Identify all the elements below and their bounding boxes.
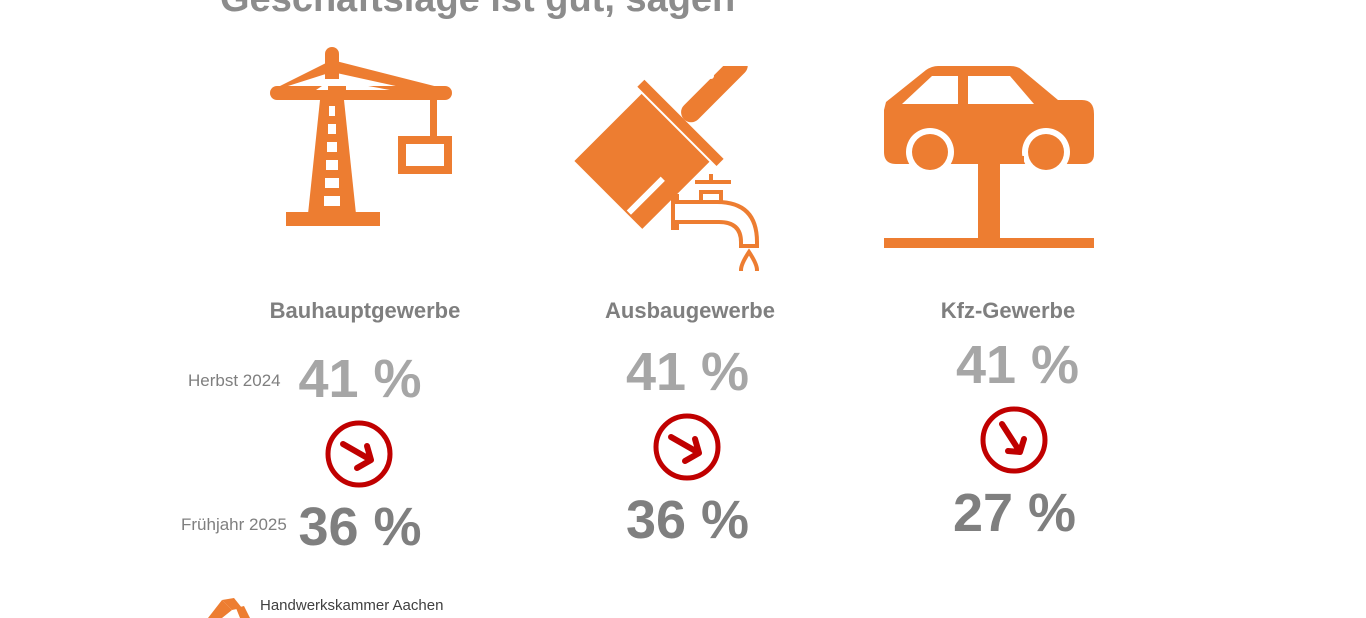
trend-down-icon xyxy=(653,413,721,481)
value-after-bauhaupt: 36 % xyxy=(298,497,422,557)
car-lift-icon xyxy=(884,66,1094,248)
crane-icon xyxy=(270,47,452,226)
trend-down-icon xyxy=(325,420,393,488)
page-title: Geschäftslage ist gut, sagen xyxy=(220,0,735,21)
sector-heading-kfz: Kfz-Gewerbe xyxy=(940,298,1076,323)
value-before-kfz: 41 % xyxy=(955,335,1080,395)
period-label-after: Frühjahr 2025 xyxy=(181,515,287,534)
value-after-ausbau: 36 % xyxy=(625,490,750,550)
sector-heading-bauhaupt: Bauhauptgewerbe xyxy=(269,298,461,323)
value-after-kfz: 27 % xyxy=(952,483,1077,543)
hwk-logo: Handwerkskammer Aachen xyxy=(208,596,443,618)
paintbrush-faucet-icon xyxy=(574,66,760,271)
logo-text: Handwerkskammer Aachen xyxy=(260,596,444,614)
value-before-bauhaupt: 41 % xyxy=(298,349,422,409)
trend-down-steep-icon xyxy=(980,406,1048,474)
sector-heading-ausbau: Ausbaugewerbe xyxy=(605,298,775,323)
period-label-before: Herbst 2024 xyxy=(188,371,281,390)
value-before-ausbau: 41 % xyxy=(625,342,750,402)
